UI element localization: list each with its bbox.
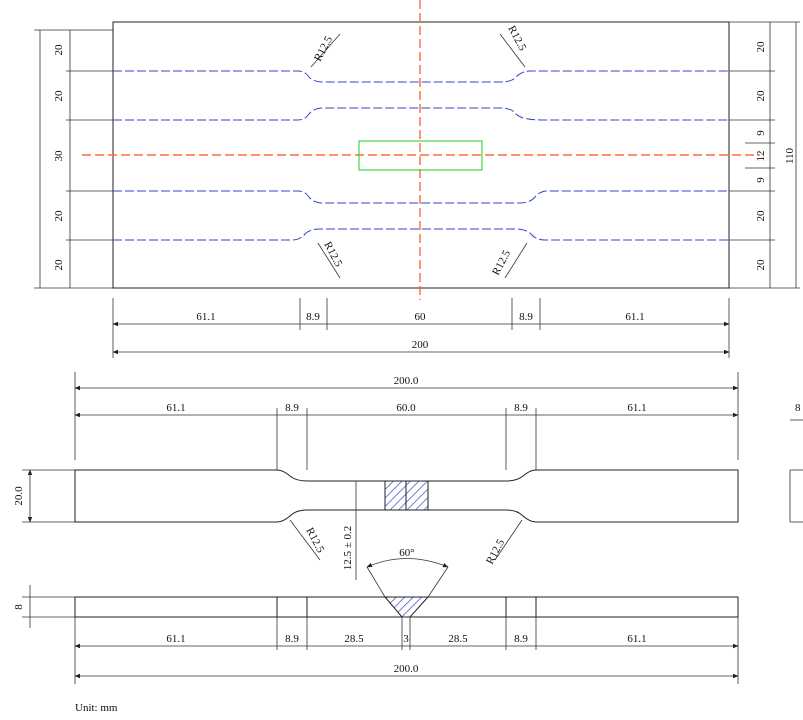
thickness-view: 8 61.1 8.9 28.5 3 28.5 8.9 61.1 200.0 bbox=[13, 566, 739, 684]
dim-label: 61.1 bbox=[196, 311, 215, 323]
dim-label: 20 bbox=[53, 44, 65, 56]
dim-label: 60.0 bbox=[396, 402, 416, 414]
cut-line-3 bbox=[113, 190, 729, 204]
radius-leader bbox=[310, 33, 341, 68]
dim-label: 8.9 bbox=[514, 402, 528, 414]
radius-label: R12.5 bbox=[312, 34, 335, 64]
neck-label: 12.5 ± 0.2 bbox=[342, 526, 354, 571]
dim-label: 30 bbox=[53, 150, 65, 162]
dim-label: 20 bbox=[755, 90, 767, 102]
dim-label: 12 bbox=[755, 151, 767, 162]
dim-label: 61.1 bbox=[625, 311, 644, 323]
dim-label: 28.5 bbox=[448, 633, 468, 645]
radius-label: R12.5 bbox=[490, 248, 513, 278]
dim-label: 60 bbox=[415, 311, 427, 323]
edge-label: 8 bbox=[795, 402, 801, 414]
radius-label: R12.5 bbox=[505, 24, 528, 54]
dim-label: 8.9 bbox=[514, 633, 528, 645]
left-dim-chain: 20 20 30 20 20 bbox=[34, 29, 113, 289]
front-view: 200.0 61.1 8.9 60.0 8.9 61.1 20.0 12.5 ±… bbox=[13, 372, 803, 580]
dim-label: 61.1 bbox=[627, 402, 646, 414]
dim-label: 20 bbox=[755, 259, 767, 271]
dim-label: 9 bbox=[755, 177, 767, 183]
dim-label: 8.9 bbox=[285, 402, 299, 414]
dim-label: 9 bbox=[755, 130, 767, 136]
dim-label: 61.1 bbox=[627, 633, 646, 645]
cut-line-2 bbox=[113, 107, 729, 121]
thickness-label: 8 bbox=[13, 604, 25, 610]
dim-label: 8.9 bbox=[519, 311, 533, 323]
total-height-label: 110 bbox=[784, 147, 796, 164]
radius-leader bbox=[289, 519, 321, 561]
dim-label: 8.9 bbox=[306, 311, 320, 323]
v-groove bbox=[383, 596, 430, 618]
total-width-label: 200.0 bbox=[394, 663, 419, 675]
radius-label: R12.5 bbox=[303, 526, 326, 556]
cut-line-1 bbox=[113, 70, 729, 83]
radius-leader bbox=[317, 242, 341, 279]
total-width-label: 200 bbox=[412, 339, 429, 351]
cut-line-4 bbox=[113, 228, 729, 241]
bottom-dim-chain: 61.1 8.9 60 8.9 61.1 200 bbox=[112, 298, 730, 358]
dim-label: 20 bbox=[53, 90, 65, 102]
total-width-label: 200.0 bbox=[394, 375, 419, 387]
radius-leader bbox=[504, 242, 528, 279]
dim-label: 8.9 bbox=[285, 633, 299, 645]
height-label: 20.0 bbox=[13, 486, 25, 506]
specimen-outline bbox=[74, 469, 739, 523]
groove-guide bbox=[366, 566, 386, 598]
dim-label: 20 bbox=[53, 210, 65, 222]
dim-label: 3 bbox=[403, 633, 409, 645]
dim-label: 20 bbox=[755, 41, 767, 53]
dim-label: 20 bbox=[755, 210, 767, 222]
radius-leader bbox=[494, 519, 523, 561]
groove-guide bbox=[427, 566, 449, 598]
dim-label: 20 bbox=[53, 259, 65, 271]
gauge-area-box bbox=[358, 140, 483, 171]
dim-label: 61.1 bbox=[166, 633, 185, 645]
angle-label: 60° bbox=[399, 547, 414, 559]
dim-label: 61.1 bbox=[166, 402, 185, 414]
radius-label: R12.5 bbox=[484, 537, 507, 567]
dim-label: 28.5 bbox=[344, 633, 364, 645]
unit-note: Unit: mm bbox=[75, 702, 118, 714]
right-dim-chain: 20 20 9 12 9 20 20 110 bbox=[729, 21, 800, 289]
top-view: R12.5 R12.5 R12.5 R12.5 20 20 30 20 20 bbox=[34, 0, 800, 358]
radius-leader bbox=[499, 33, 526, 68]
angle-arc bbox=[366, 558, 449, 568]
